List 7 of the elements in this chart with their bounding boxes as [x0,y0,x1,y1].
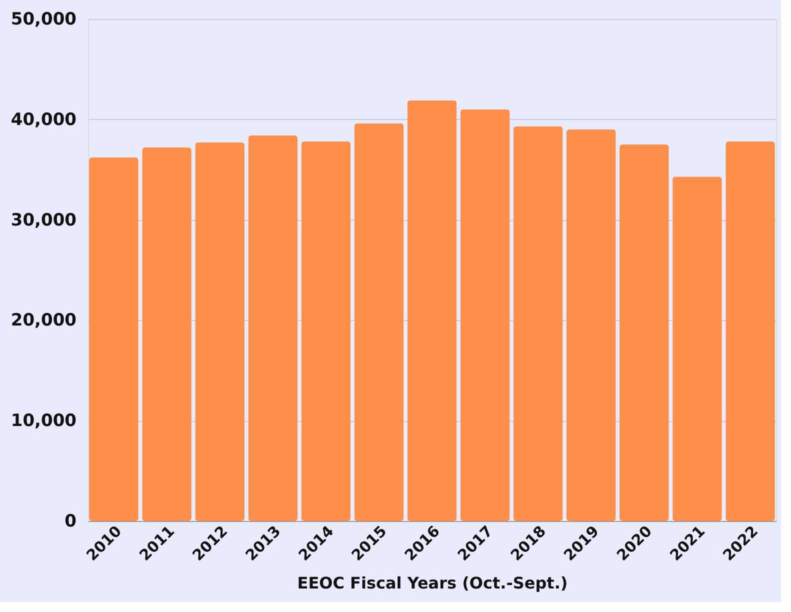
y-tick-label: 0 [64,512,77,532]
y-tick-label: 40,000 [10,110,77,130]
y-tick-label: 30,000 [10,210,77,230]
y-tick-label: 10,000 [10,411,77,432]
y-tick-label: 50,000 [10,10,77,30]
x-axis-title: EEOC Fiscal Years (Oct.-Sept.) [297,574,568,593]
y-tick-label: 20,000 [10,310,77,331]
